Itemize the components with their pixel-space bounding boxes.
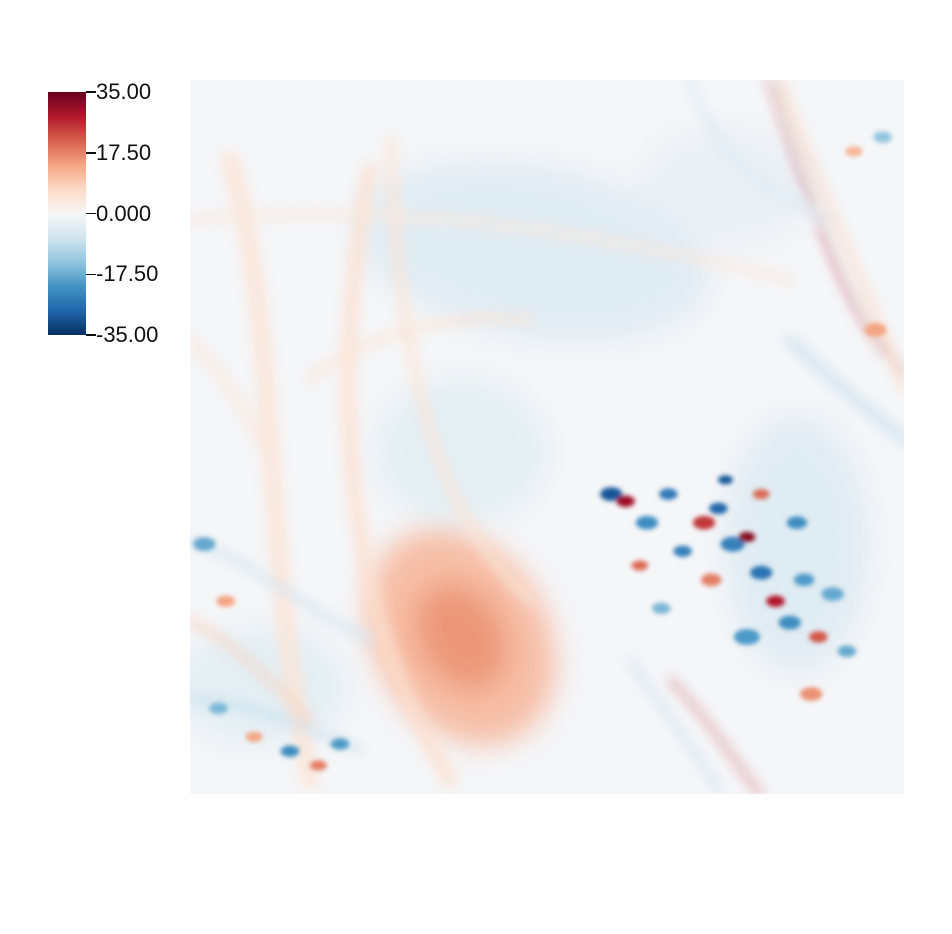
field-eddy (837, 645, 857, 657)
field-eddy (692, 515, 716, 530)
field-filament (341, 163, 457, 787)
field-eddy (873, 131, 892, 143)
field-eddy (651, 602, 671, 615)
field-eddy (809, 631, 828, 643)
field-eddy (616, 495, 635, 507)
field-blob (725, 415, 869, 673)
field-eddy (845, 146, 863, 157)
field-eddy (209, 702, 228, 715)
field-eddy (718, 475, 733, 485)
field-eddy (821, 587, 844, 601)
field-eddy (793, 573, 815, 587)
field-filament (221, 151, 319, 789)
field-eddy (216, 595, 235, 607)
colorbar-tick-mark (86, 91, 96, 93)
field-filament (687, 80, 833, 223)
field-filament (785, 335, 904, 445)
field-eddy (701, 573, 722, 587)
colorbar-tick-mark (86, 273, 96, 275)
colorbar-gradient (48, 92, 86, 335)
vorticity-field-plot (190, 80, 904, 794)
field-filament (190, 335, 275, 465)
field-eddy (673, 545, 692, 557)
field-eddy (766, 595, 785, 607)
field-eddy (635, 515, 659, 530)
colorbar-tick-label: 17.50 (96, 139, 152, 165)
blob-layer (190, 129, 869, 745)
field-eddy (310, 760, 327, 771)
field-eddy (720, 536, 745, 552)
colorbar-tick-label: 0.000 (96, 200, 152, 226)
field-eddy (245, 731, 263, 743)
field-eddy (733, 628, 760, 645)
field-filament (777, 80, 904, 393)
field-eddy (330, 738, 350, 750)
field-filament (628, 658, 722, 794)
colorbar: 35.00 17.50 0.000 -17.50 -35.00 (48, 81, 188, 346)
field-eddy (280, 745, 300, 757)
field-eddy (631, 560, 649, 571)
colorbar-tick-label: 35.00 (96, 79, 152, 104)
field-blob (639, 129, 812, 245)
colorbar-tick-label: -17.50 (96, 261, 159, 287)
field-filament (190, 209, 794, 284)
field-filament (190, 617, 313, 723)
colorbar-tick-mark (86, 212, 96, 215)
field-eddy (752, 488, 770, 500)
field-eddy (709, 502, 728, 515)
colorbar-tick-mark (86, 334, 96, 336)
field-blob (356, 161, 710, 342)
colorbar-tick-label: -35.00 (96, 322, 159, 347)
field-eddy (738, 531, 756, 543)
field-eddy (600, 487, 623, 501)
field-filament (768, 80, 904, 372)
field-eddy (659, 488, 678, 500)
colorbar-tick-mark (86, 152, 96, 154)
field-eddy (800, 687, 823, 701)
eddy-layer (193, 131, 892, 771)
field-blob (375, 379, 547, 523)
field-svg (190, 80, 904, 794)
field-eddy (786, 516, 808, 529)
field-blob (414, 583, 509, 691)
field-eddy (193, 537, 216, 551)
field-filament (306, 314, 534, 384)
field-eddy (778, 615, 801, 630)
field-eddy (864, 323, 887, 337)
field-eddy (750, 565, 773, 580)
field-filament (668, 678, 762, 794)
filament-layer (190, 80, 904, 794)
